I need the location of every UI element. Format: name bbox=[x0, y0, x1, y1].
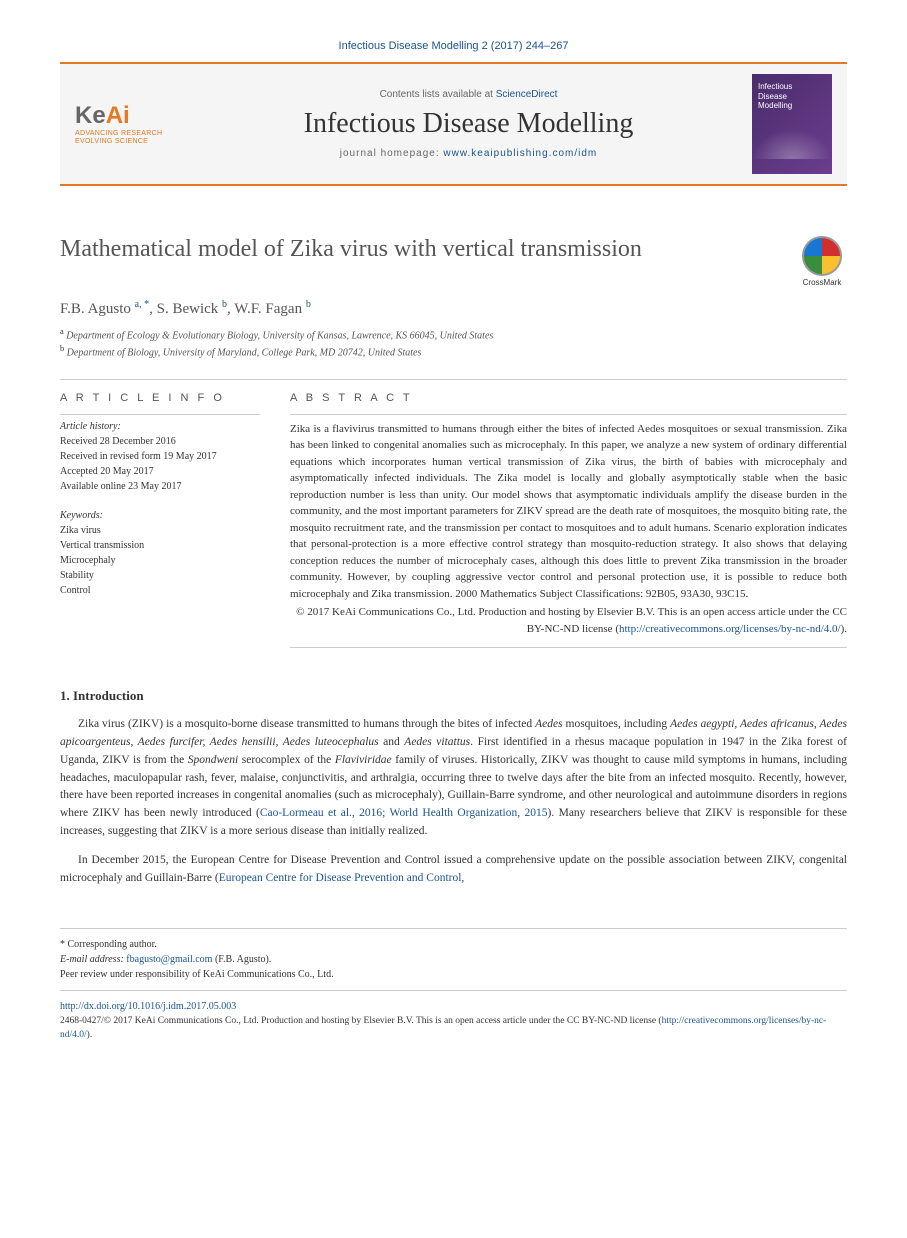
license-link[interactable]: http://creativecommons.org/licenses/by-n… bbox=[619, 623, 841, 635]
logo-subtitle-1: ADVANCING RESEARCH bbox=[75, 130, 185, 138]
info-abstract-row: A R T I C L E I N F O Article history: R… bbox=[60, 392, 847, 649]
section-1-heading: 1. Introduction bbox=[60, 688, 847, 704]
email-label: E-mail address: bbox=[60, 954, 126, 965]
email-line: E-mail address: fbagusto@gmail.com (F.B.… bbox=[60, 952, 847, 967]
crossmark-badge[interactable]: CrossMark bbox=[797, 236, 847, 287]
p1-m4: serocomplex of the bbox=[238, 754, 335, 766]
authors-line: F.B. Agusto a, *, S. Bewick b, W.F. Faga… bbox=[60, 299, 847, 318]
info-divider bbox=[60, 414, 260, 415]
keai-logo-text: KeAi bbox=[75, 102, 185, 130]
abstract-text: Zika is a flavivirus transmitted to huma… bbox=[290, 421, 847, 603]
keywords-block: Keywords: Zika virus Vertical transmissi… bbox=[60, 510, 260, 598]
p2-citation-link[interactable]: European Centre for Disease Prevention a… bbox=[219, 872, 465, 884]
crossmark-icon bbox=[802, 236, 842, 276]
history-label: Article history: bbox=[60, 421, 260, 432]
doi-link[interactable]: http://dx.doi.org/10.1016/j.idm.2017.05.… bbox=[60, 1001, 236, 1012]
corresponding-author: * Corresponding author. bbox=[60, 937, 847, 952]
footer: * Corresponding author. E-mail address: … bbox=[60, 928, 847, 1043]
abstract-bottom-divider bbox=[290, 647, 847, 648]
intro-para-1: Zika virus (ZIKV) is a mosquito-borne di… bbox=[60, 716, 847, 841]
p1-citation-link[interactable]: Cao-Lormeau et al., 2016; World Health O… bbox=[260, 807, 548, 819]
footer-copyright: 2468-0427/© 2017 KeAi Communications Co.… bbox=[60, 1014, 847, 1043]
title-row: Mathematical model of Zika virus with ve… bbox=[60, 236, 847, 287]
logo-subtitle-2: EVOLVING SCIENCE bbox=[75, 138, 185, 146]
article-info-heading: A R T I C L E I N F O bbox=[60, 392, 260, 404]
keywords-label: Keywords: bbox=[60, 510, 260, 521]
journal-cover-thumbnail: Infectious Disease Modelling bbox=[752, 74, 832, 174]
doi-line: http://dx.doi.org/10.1016/j.idm.2017.05.… bbox=[60, 999, 847, 1014]
footer-divider bbox=[60, 990, 847, 991]
journal-header: KeAi ADVANCING RESEARCH EVOLVING SCIENCE… bbox=[60, 62, 847, 186]
citation-bar: Infectious Disease Modelling 2 (2017) 24… bbox=[60, 40, 847, 52]
p1-em4: Spondweni bbox=[188, 754, 238, 766]
header-center: Contents lists available at ScienceDirec… bbox=[185, 89, 752, 159]
abstract-body: Zika is a flavivirus transmitted to huma… bbox=[290, 423, 847, 600]
license-close: ). bbox=[841, 623, 847, 635]
email-link[interactable]: fbagusto@gmail.com bbox=[126, 954, 212, 965]
divider bbox=[60, 379, 847, 380]
journal-name: Infectious Disease Modelling bbox=[185, 108, 752, 140]
p1-pre: Zika virus (ZIKV) is a mosquito-borne di… bbox=[78, 718, 535, 730]
email-person: (F.B. Agusto). bbox=[212, 954, 271, 965]
article-info-column: A R T I C L E I N F O Article history: R… bbox=[60, 392, 260, 649]
p1-em5: Flaviviridae bbox=[335, 754, 392, 766]
crossmark-label: CrossMark bbox=[797, 278, 847, 287]
cover-label: Infectious Disease Modelling bbox=[758, 82, 792, 111]
homepage-prefix: journal homepage: bbox=[340, 148, 444, 159]
article-page: Infectious Disease Modelling 2 (2017) 24… bbox=[0, 0, 907, 1072]
abstract-divider bbox=[290, 414, 847, 415]
history-text: Received 28 December 2016 Received in re… bbox=[60, 434, 260, 494]
p1-m2: and bbox=[379, 736, 405, 748]
intro-para-2: In December 2015, the European Centre fo… bbox=[60, 852, 847, 888]
abstract-heading: A B S T R A C T bbox=[290, 392, 847, 404]
footer-license-close: ). bbox=[87, 1030, 93, 1040]
sciencedirect-link[interactable]: ScienceDirect bbox=[496, 89, 558, 100]
cover-decoration bbox=[752, 129, 832, 159]
p1-em1: Aedes bbox=[535, 718, 562, 730]
abstract-copyright: © 2017 KeAi Communications Co., Ltd. Pro… bbox=[290, 604, 847, 637]
keywords-text: Zika virus Vertical transmission Microce… bbox=[60, 523, 260, 598]
contents-line: Contents lists available at ScienceDirec… bbox=[185, 89, 752, 100]
publisher-logo: KeAi ADVANCING RESEARCH EVOLVING SCIENCE bbox=[75, 102, 185, 147]
homepage-line: journal homepage: www.keaipublishing.com… bbox=[185, 148, 752, 159]
issn-text: 2468-0427/© 2017 KeAi Communications Co.… bbox=[60, 1016, 662, 1026]
p1-em3: Aedes vitattus bbox=[404, 736, 470, 748]
p1-m1: mosquitoes, including bbox=[563, 718, 671, 730]
article-title: Mathematical model of Zika virus with ve… bbox=[60, 236, 797, 263]
abstract-column: A B S T R A C T Zika is a flavivirus tra… bbox=[290, 392, 847, 649]
contents-prefix: Contents lists available at bbox=[380, 89, 496, 100]
homepage-url-link[interactable]: www.keaipublishing.com/idm bbox=[443, 148, 597, 159]
peer-review-note: Peer review under responsibility of KeAi… bbox=[60, 967, 847, 982]
affiliations: a Department of Ecology & Evolutionary B… bbox=[60, 326, 847, 361]
